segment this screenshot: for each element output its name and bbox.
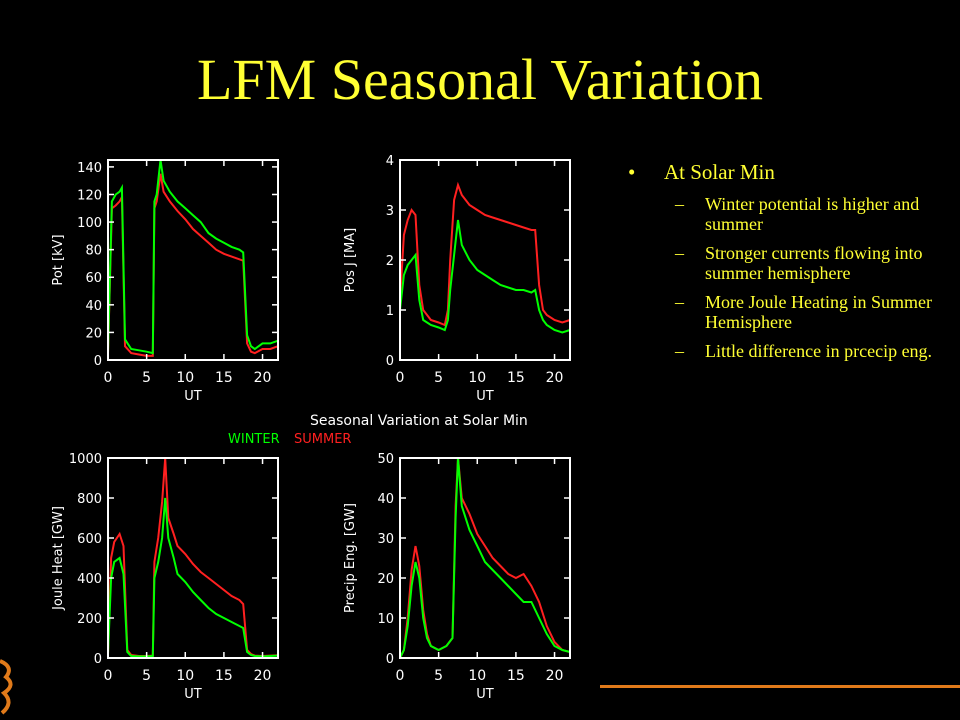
y-tick-label: 1000 [69, 452, 102, 467]
x-tick-label: 10 [176, 370, 194, 386]
sub-bullet-text: Little difference in prcecip eng. [705, 341, 933, 361]
x-tick-label: 15 [215, 370, 233, 386]
x-tick-label: 5 [434, 668, 443, 684]
main-bullet-text: At Solar Min [664, 160, 775, 184]
sub-bullet-list: – Winter potential is higher and summer … [628, 194, 948, 361]
sub-bullet: – Winter potential is higher and summer [628, 194, 948, 234]
axis-frame [399, 159, 571, 361]
y-tick-label: 40 [85, 299, 102, 314]
series-line-summer [107, 173, 279, 357]
sub-bullet: – Little difference in prcecip eng. [628, 341, 948, 361]
bullet-list: • At Solar Min – Winter potential is hig… [628, 158, 948, 370]
x-tick-label: 5 [142, 668, 151, 684]
y-tick-label: 4 [386, 154, 394, 169]
dash-icon: – [675, 194, 684, 214]
y-tick-label: 100 [77, 216, 102, 231]
logo-icon [0, 659, 13, 715]
x-axis-label: UT [476, 389, 494, 404]
y-tick-label: 20 [85, 326, 102, 341]
axis-frame [107, 457, 279, 659]
y-tick-label: 40 [377, 492, 394, 507]
main-bullet: • At Solar Min [628, 158, 948, 186]
legend-winter: WINTER [228, 432, 280, 447]
series-line-summer [107, 457, 279, 658]
y-tick-label: 2 [386, 254, 394, 269]
y-tick-label: 30 [377, 532, 394, 547]
y-tick-label: 0 [386, 354, 394, 369]
x-axis-label: UT [184, 687, 202, 702]
x-tick-label: 0 [104, 668, 113, 684]
accent-line [600, 685, 960, 688]
x-axis-label: UT [184, 389, 202, 404]
y-tick-label: 200 [77, 612, 102, 627]
x-tick-label: 5 [434, 370, 443, 386]
y-tick-label: 1 [386, 304, 394, 319]
y-tick-label: 800 [77, 492, 102, 507]
sub-bullet-text: Stronger currents flowing into summer he… [705, 243, 923, 283]
x-tick-label: 15 [507, 370, 525, 386]
y-axis-label: Precip Eng. [GW] [343, 503, 358, 613]
chart-panel: 0 5 10 15 20 0 10 20 30 40 50 UT Precip Eng. [GW] [343, 452, 571, 702]
dash-icon: – [675, 243, 684, 263]
x-tick-label: 10 [468, 668, 486, 684]
sub-bullet-text: Winter potential is higher and summer [705, 194, 920, 234]
y-tick-label: 80 [85, 244, 102, 259]
x-tick-label: 5 [142, 370, 151, 386]
legend-summer: SUMMER [294, 432, 351, 447]
y-axis-label: Joule Heat [GW] [51, 506, 66, 611]
page-title: LFM Seasonal Variation [197, 47, 763, 112]
y-tick-label: 3 [386, 204, 394, 219]
x-tick-label: 0 [104, 370, 113, 386]
figure-caption: Seasonal Variation at Solar Min [310, 413, 528, 429]
x-tick-label: 0 [396, 370, 405, 386]
x-tick-label: 10 [468, 370, 486, 386]
x-tick-label: 10 [176, 668, 194, 684]
y-tick-label: 10 [377, 612, 394, 627]
axis-frame [107, 159, 279, 361]
series-line-winter [399, 457, 571, 659]
y-tick-label: 0 [94, 652, 102, 667]
x-axis-label: UT [476, 687, 494, 702]
chart-panel: 0 5 10 15 20 0 20 40 60 80 100 120 140 UT Pot [kV] [51, 159, 279, 404]
y-tick-label: 50 [377, 452, 394, 467]
series-line-winter [399, 219, 571, 334]
x-tick-label: 20 [546, 370, 564, 386]
bullet-dot-icon: • [628, 160, 636, 184]
x-tick-label: 15 [507, 668, 525, 684]
series-line-summer [399, 181, 571, 327]
dash-icon: – [675, 292, 684, 312]
y-tick-label: 600 [77, 532, 102, 547]
axis-frame [399, 457, 571, 659]
y-tick-label: 120 [77, 188, 102, 203]
x-tick-label: 20 [546, 668, 564, 684]
chart-panel: 0 5 10 15 20 0 1 2 3 4 UT Pos J [MA] [343, 154, 571, 404]
sub-bullet: – More Joule Heating in Summer Hemispher… [628, 292, 948, 332]
sub-bullet: – Stronger currents flowing into summer … [628, 243, 948, 283]
x-tick-label: 15 [215, 668, 233, 684]
x-tick-label: 20 [254, 668, 272, 684]
y-tick-label: 20 [377, 572, 394, 587]
y-tick-label: 0 [94, 354, 102, 369]
y-tick-label: 140 [77, 161, 102, 176]
sub-bullet-text: More Joule Heating in Summer Hemisphere [705, 292, 932, 332]
x-tick-label: 20 [254, 370, 272, 386]
y-tick-label: 400 [77, 572, 102, 587]
x-tick-label: 0 [396, 668, 405, 684]
series-line-winter [107, 497, 279, 658]
series-line-winter [107, 159, 279, 355]
y-axis-label: Pot [kV] [51, 234, 66, 285]
y-tick-label: 60 [85, 271, 102, 286]
y-axis-label: Pos J [MA] [343, 228, 358, 292]
y-tick-label: 0 [386, 652, 394, 667]
dash-icon: – [675, 341, 684, 361]
